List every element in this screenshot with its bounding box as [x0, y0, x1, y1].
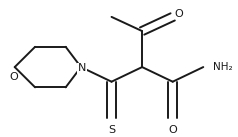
Text: O: O: [174, 8, 183, 18]
Text: NH₂: NH₂: [213, 62, 233, 72]
Text: S: S: [108, 125, 115, 135]
Text: O: O: [9, 72, 18, 82]
Text: O: O: [168, 125, 177, 135]
Text: N: N: [78, 63, 86, 73]
